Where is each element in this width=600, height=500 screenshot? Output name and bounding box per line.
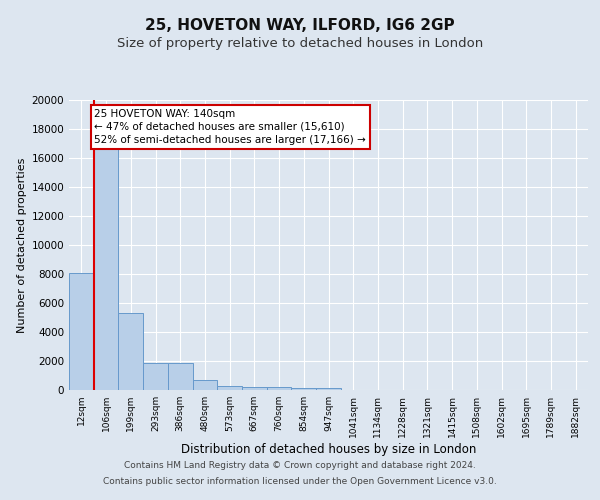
Bar <box>94 150 118 390</box>
X-axis label: Distribution of detached houses by size in London: Distribution of detached houses by size … <box>181 442 476 456</box>
Y-axis label: Number of detached properties: Number of detached properties <box>17 158 27 332</box>
Text: Contains HM Land Registry data © Crown copyright and database right 2024.: Contains HM Land Registry data © Crown c… <box>124 462 476 470</box>
Bar <box>168 363 193 390</box>
Bar <box>69 272 94 390</box>
Bar <box>143 363 168 390</box>
Text: Contains public sector information licensed under the Open Government Licence v3: Contains public sector information licen… <box>103 476 497 486</box>
Text: 25, HOVETON WAY, ILFORD, IG6 2GP: 25, HOVETON WAY, ILFORD, IG6 2GP <box>145 18 455 32</box>
Text: Size of property relative to detached houses in London: Size of property relative to detached ho… <box>117 38 483 51</box>
Text: 25 HOVETON WAY: 140sqm
← 47% of detached houses are smaller (15,610)
52% of semi: 25 HOVETON WAY: 140sqm ← 47% of detached… <box>94 108 366 145</box>
Bar <box>242 387 267 390</box>
Bar <box>267 387 292 390</box>
Bar <box>316 388 341 390</box>
Bar <box>193 380 217 390</box>
Bar <box>217 386 242 390</box>
Bar <box>118 313 143 390</box>
Bar <box>292 388 316 390</box>
